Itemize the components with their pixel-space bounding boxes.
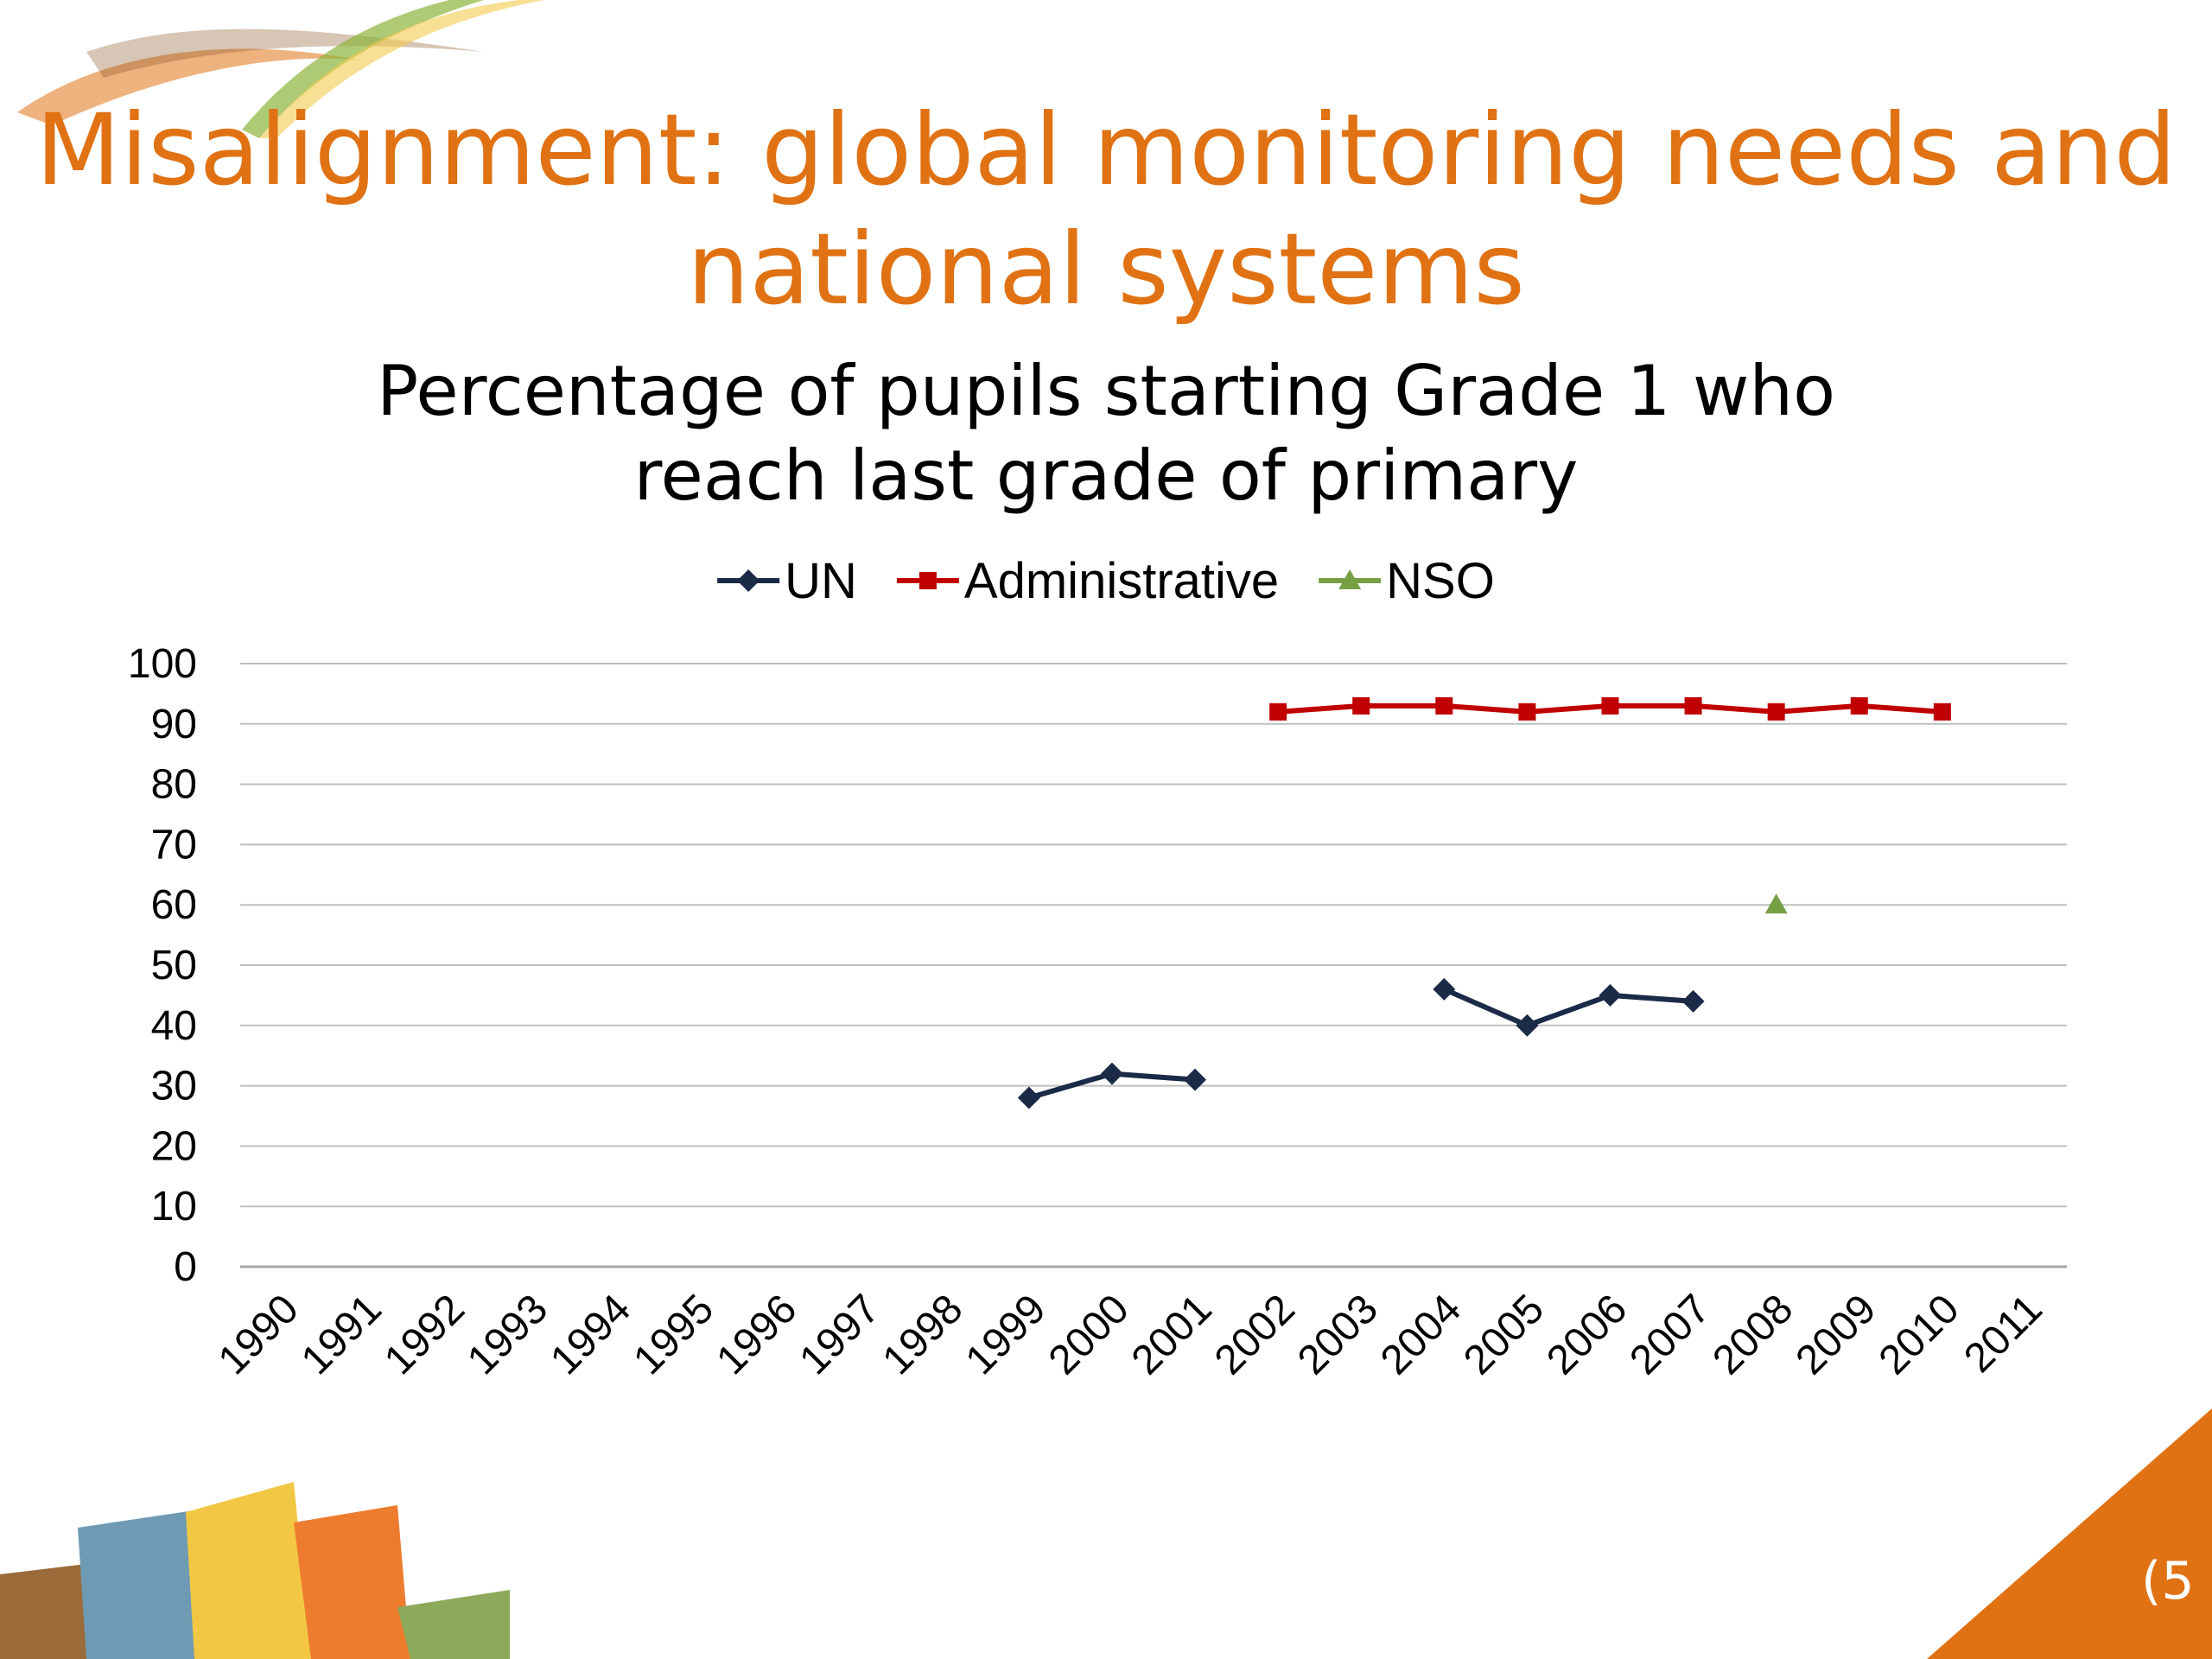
legend-swatch-marker (1338, 569, 1362, 589)
x-tick-label: 2004 (1372, 1286, 1470, 1383)
data-point (1933, 702, 1951, 721)
data-point (1850, 696, 1868, 715)
y-tick-label: 10 (151, 1184, 197, 1230)
page-number-value: 5 (2161, 1551, 2195, 1611)
page-number-bracket: ( (2141, 1551, 2162, 1611)
y-tick-label: 80 (151, 762, 197, 808)
x-tick-label: 2010 (1871, 1286, 1968, 1383)
y-tick-label: 90 (151, 702, 197, 747)
data-point (1764, 893, 1788, 914)
y-tick-label: 40 (151, 1003, 197, 1049)
x-tick-label: 1995 (625, 1286, 722, 1383)
x-tick-label: 2000 (1040, 1286, 1138, 1383)
slide-title-line-1: Misalignment: global monitoring needs an… (35, 92, 2177, 207)
x-tick-label: 2003 (1289, 1286, 1387, 1383)
x-tick-label: 1991 (293, 1286, 391, 1383)
chart-title-line-1: Percentage of pupils starting Grade 1 wh… (377, 351, 1835, 431)
data-point (1516, 1014, 1539, 1037)
data-point (1767, 702, 1785, 721)
x-tick-label: 2001 (1123, 1286, 1221, 1383)
x-tick-label: 1997 (791, 1286, 888, 1383)
data-point (1433, 977, 1456, 1001)
x-tick-label: 2009 (1788, 1286, 1885, 1383)
x-tick-label: 2006 (1538, 1286, 1636, 1383)
page-number: (5 (2141, 1551, 2195, 1611)
y-tick-label: 20 (151, 1123, 197, 1169)
x-tick-label: 1999 (957, 1286, 1055, 1383)
x-tick-label: 2002 (1206, 1286, 1304, 1383)
y-tick-label: 30 (151, 1064, 197, 1109)
x-axis: 1990199119921993199419951996199719981999… (210, 1286, 2051, 1383)
y-tick-label: 70 (151, 822, 197, 868)
series-administrative (1269, 696, 1951, 721)
series-nso (1764, 893, 1788, 914)
x-tick-label: 1990 (210, 1286, 308, 1383)
corner-triangle (1927, 1408, 2212, 1659)
x-tick-label: 1993 (459, 1286, 556, 1383)
legend-item-administrative: Administrative (896, 553, 1279, 609)
x-tick-label: 1998 (874, 1286, 972, 1383)
y-tick-label: 60 (151, 882, 197, 928)
chart-grid (240, 663, 2067, 1268)
data-point (1599, 983, 1622, 1007)
data-point (1184, 1068, 1207, 1091)
x-tick-label: 2007 (1621, 1286, 1719, 1383)
data-point (1269, 702, 1287, 721)
data-point (1601, 696, 1619, 715)
data-point (1684, 696, 1702, 715)
legend-item-nso: NSO (1319, 553, 1495, 609)
series-un (1017, 977, 1705, 1109)
y-axis: 0 10 20 30 40 50 60 70 80 90 100 (128, 641, 197, 1290)
data-point (1518, 702, 1536, 721)
data-point (1681, 989, 1705, 1013)
slide-title-line-2: national systems (687, 212, 1525, 327)
y-tick-label: 50 (151, 943, 197, 988)
x-tick-label: 1994 (542, 1286, 639, 1383)
data-point (1100, 1062, 1123, 1085)
x-tick-label: 2011 (1955, 1286, 2050, 1381)
legend-label: NSO (1386, 553, 1495, 609)
chart-legend: UN Administrative NSO (717, 553, 1495, 609)
legend-label: UN (785, 553, 857, 609)
line-chart: Percentage of pupils starting Grade 1 wh… (128, 351, 2067, 1383)
x-tick-label: 2008 (1704, 1286, 1802, 1383)
footer-bars-logo (0, 1482, 510, 1659)
chart-title-line-2: reach last grade of primary (634, 435, 1579, 516)
legend-item-un: UN (717, 553, 857, 609)
series-line (1443, 987, 1694, 1028)
data-point (1017, 1086, 1040, 1109)
legend-swatch-marker (918, 572, 937, 589)
x-tick-label: 1992 (376, 1286, 474, 1383)
slide-title: Misalignment: global monitoring needs an… (0, 91, 2212, 329)
y-tick-label: 0 (174, 1244, 197, 1290)
x-tick-label: 1996 (708, 1286, 805, 1383)
chart-series (1017, 696, 1951, 1109)
y-tick-label: 100 (128, 641, 197, 687)
data-point (1352, 696, 1370, 715)
legend-swatch-marker (737, 569, 760, 592)
header-swoosh-logo (17, 0, 544, 138)
legend-label: Administrative (964, 553, 1279, 609)
data-point (1435, 696, 1453, 715)
x-tick-label: 2005 (1455, 1286, 1553, 1383)
